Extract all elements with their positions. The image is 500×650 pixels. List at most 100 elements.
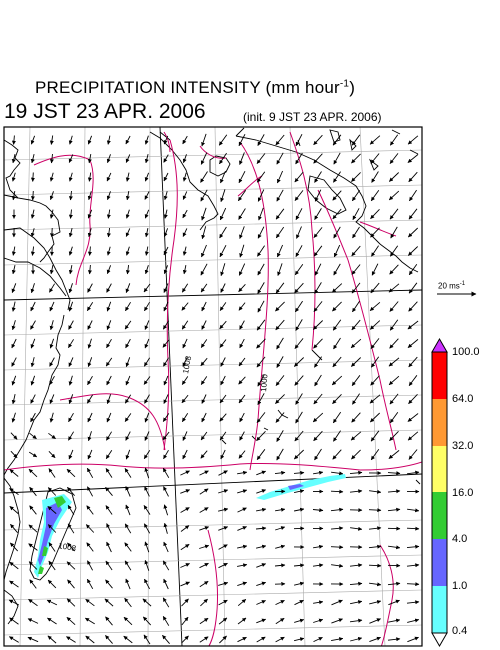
isobar-8	[207, 529, 219, 646]
wind-vector	[29, 579, 37, 589]
wind-vector	[201, 320, 207, 330]
colorbar-label-2: 4.0	[452, 533, 468, 545]
wind-vector	[351, 245, 361, 257]
wind-vector	[201, 412, 207, 423]
contour-label-2: 1000	[259, 373, 270, 392]
parallel-major-2	[4, 473, 422, 494]
wind-vector	[295, 245, 303, 257]
wind-vector	[28, 561, 38, 570]
wind-vector	[314, 448, 322, 461]
wind-vector	[180, 581, 190, 587]
wind-vector	[351, 264, 361, 275]
wind-vector	[143, 634, 151, 645]
wind-vector	[143, 523, 151, 534]
wind-vector	[219, 244, 227, 258]
wind-vector	[162, 616, 170, 626]
wind-vector	[388, 545, 401, 550]
wind-vector	[276, 448, 284, 461]
wind-vector	[220, 283, 226, 293]
wind-vector	[105, 560, 113, 571]
wind-vector	[49, 338, 55, 349]
wind-vector	[142, 598, 152, 607]
wind-vector	[162, 431, 170, 441]
wind-vector	[30, 172, 35, 182]
wind-vector	[48, 468, 56, 478]
wind-vector	[87, 357, 93, 368]
wind-vector	[11, 265, 16, 275]
wind-vector	[219, 413, 227, 422]
wind-vector	[106, 172, 112, 182]
isobars	[4, 131, 422, 646]
wind-vector	[331, 471, 344, 476]
wind-vector	[294, 338, 304, 349]
wind-vector	[163, 246, 169, 256]
korea-coast	[4, 139, 61, 263]
wind-vector	[407, 320, 419, 330]
wind-vector	[163, 191, 168, 201]
wind-vector	[256, 470, 267, 476]
colorbar-bin-3	[432, 446, 447, 492]
wind-vector	[200, 152, 208, 165]
wind-vector	[66, 598, 76, 607]
wind-vector	[351, 449, 361, 460]
init-time: (init. 9 JST 23 APR. 2006)	[243, 110, 382, 124]
wind-vector	[68, 265, 73, 275]
wind-vector	[144, 228, 149, 238]
wind-vector	[180, 507, 190, 513]
wind-vector	[275, 208, 285, 220]
wind-vector	[124, 597, 132, 608]
wind-vector	[180, 525, 190, 532]
wind-vector	[408, 301, 418, 312]
wind-vector	[371, 171, 379, 183]
wind-vector	[106, 246, 111, 256]
wind-vector	[68, 154, 74, 163]
wind-vector	[255, 544, 267, 549]
wind-vector	[106, 320, 112, 331]
wind-vector	[313, 393, 323, 405]
wind-vector	[314, 356, 322, 368]
isobar-13	[199, 145, 227, 159]
wind-vector	[237, 598, 247, 607]
wind-vector	[409, 189, 417, 202]
wind-vector	[275, 636, 285, 643]
wind-vector	[237, 636, 247, 643]
wind-vector	[105, 635, 113, 644]
wind-vector	[105, 487, 113, 496]
wind-vector	[182, 449, 188, 460]
wind-vector	[9, 542, 19, 552]
wind-vector	[180, 563, 190, 568]
wind-vector	[389, 264, 399, 275]
wind-vector	[9, 580, 19, 588]
wind-vector	[200, 171, 208, 183]
wind-vector	[313, 470, 324, 475]
korea-peninsula	[149, 131, 219, 231]
isobar-1	[33, 154, 94, 286]
wind-vector	[106, 209, 111, 219]
wind-vector	[125, 209, 130, 219]
wind-vector	[144, 431, 150, 441]
wind-vector	[144, 172, 150, 182]
wind-vector	[9, 617, 19, 625]
wind-vector	[275, 544, 286, 549]
wind-vector	[10, 524, 18, 533]
wind-vector	[105, 450, 113, 459]
wind-vector	[387, 581, 401, 586]
wind-vector	[66, 468, 76, 478]
wind-vector	[125, 228, 131, 237]
wind-vector	[106, 191, 111, 201]
wind-vector	[144, 153, 149, 164]
wind-vector	[389, 153, 399, 164]
wind-vector	[200, 376, 208, 385]
wind-vector	[123, 616, 133, 626]
meridian-1	[79, 127, 86, 646]
wind-vector	[332, 134, 342, 146]
wind-vector	[87, 320, 93, 330]
wind-vector	[47, 487, 57, 496]
wind-vector	[106, 154, 111, 164]
colorbar-label-6: 100.0	[452, 346, 480, 358]
wind-vector	[163, 209, 168, 219]
wind-vector	[294, 282, 304, 294]
wind-vector	[218, 470, 228, 476]
wind-vector	[277, 263, 283, 276]
wind-vector	[238, 450, 246, 459]
